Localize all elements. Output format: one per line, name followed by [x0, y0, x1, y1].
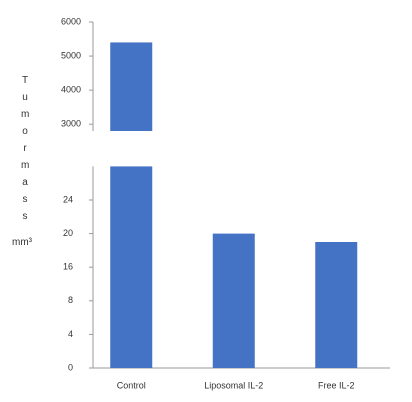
y-tick-label: 8 [68, 295, 73, 305]
x-tick-label: Control [117, 380, 146, 390]
x-tick-label: Free IL-2 [318, 380, 355, 390]
y-tick-label: 24 [63, 194, 73, 204]
y-tick-label: 4 [68, 329, 73, 339]
x-tick-label: Liposomal IL-2 [204, 380, 263, 390]
y-axis-unit: mm³ [12, 237, 32, 248]
y-axis-label: Tumor mass [21, 75, 30, 222]
y-tick-label: 5000 [61, 50, 81, 60]
bar-upper [110, 42, 153, 131]
bar [110, 166, 153, 368]
y-tick-label: 20 [63, 228, 73, 238]
y-tick-label: 0 [68, 362, 73, 372]
y-tick-label: 6000 [61, 16, 81, 26]
bar [315, 242, 358, 368]
bar [212, 233, 255, 368]
y-tick-label: 3000 [61, 119, 81, 129]
y-tick-label: 16 [63, 262, 73, 272]
y-tick-label: 4000 [61, 85, 81, 95]
